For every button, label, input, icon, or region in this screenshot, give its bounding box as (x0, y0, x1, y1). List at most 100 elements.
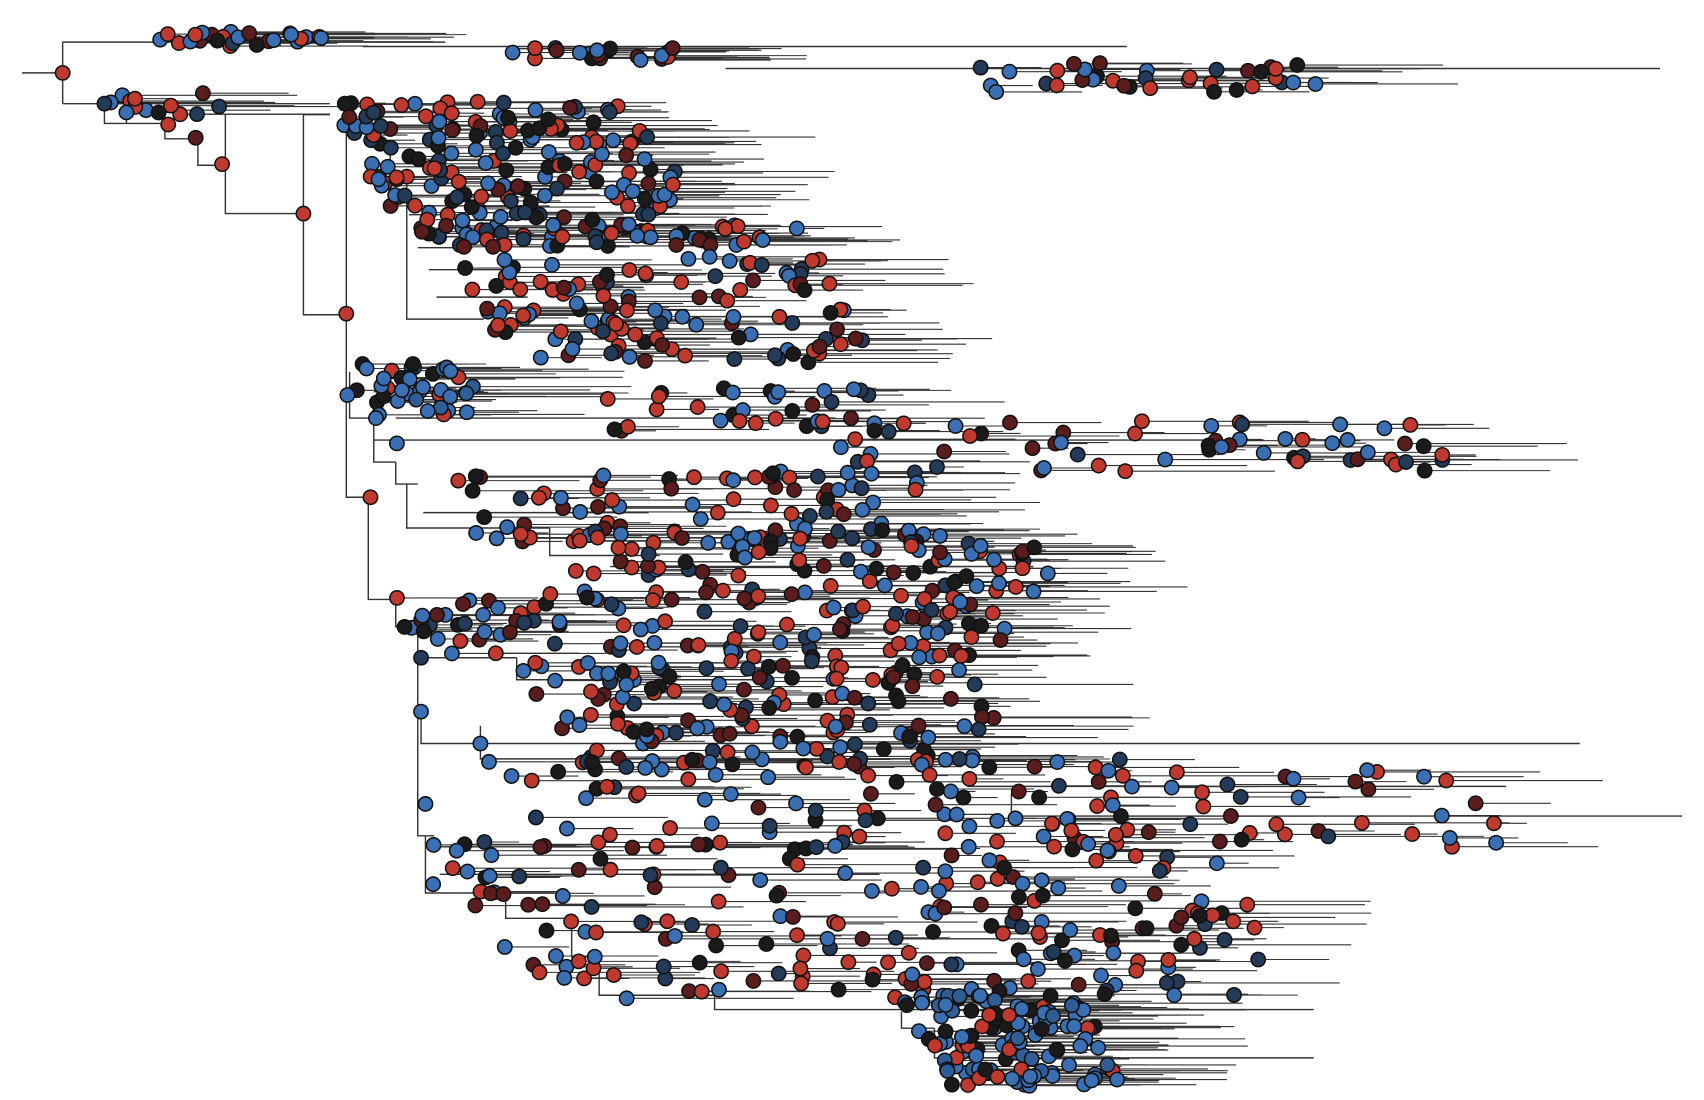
node (973, 617, 990, 634)
node (815, 558, 832, 574)
node (467, 897, 484, 914)
node (1347, 773, 1364, 790)
node (793, 975, 810, 992)
node (455, 596, 471, 612)
node (1416, 462, 1433, 479)
node (605, 132, 622, 149)
node (989, 812, 1006, 829)
node (830, 523, 847, 540)
node (620, 198, 636, 214)
node (772, 634, 789, 651)
node (1045, 944, 1062, 960)
node (986, 551, 1002, 568)
node (637, 759, 654, 776)
node (710, 893, 727, 910)
node (1048, 77, 1065, 94)
node (624, 183, 641, 200)
node (265, 32, 282, 49)
node (1091, 55, 1108, 72)
node (620, 216, 637, 233)
node (1090, 1039, 1107, 1056)
node (1332, 416, 1349, 433)
node (1398, 454, 1414, 470)
node (1289, 57, 1306, 73)
node (668, 237, 685, 253)
node (663, 591, 680, 608)
node (783, 505, 800, 522)
node (798, 759, 814, 776)
node (1080, 836, 1097, 852)
internal-node (425, 876, 442, 893)
internal-node (118, 104, 135, 121)
node (804, 252, 821, 269)
node (516, 614, 533, 631)
node (680, 250, 697, 267)
node (589, 529, 606, 546)
node (545, 217, 562, 234)
node (1250, 951, 1267, 968)
node (937, 996, 954, 1013)
node (713, 963, 730, 980)
node (944, 1076, 960, 1093)
node (983, 917, 1000, 934)
node (1285, 74, 1302, 91)
node (602, 861, 619, 878)
node (760, 769, 777, 786)
node (1191, 907, 1208, 924)
internal-node (586, 948, 603, 965)
node (916, 591, 933, 607)
node (885, 669, 902, 686)
node (1353, 814, 1370, 831)
node (531, 964, 548, 981)
node (875, 741, 892, 758)
node (937, 825, 954, 842)
node (648, 401, 665, 418)
node (887, 929, 904, 946)
node (644, 592, 661, 609)
node (187, 26, 204, 43)
node (1289, 453, 1306, 470)
node (612, 635, 629, 652)
node (724, 756, 741, 773)
edge (21, 41, 1661, 105)
tree-nodes (54, 23, 1505, 1094)
node (584, 211, 601, 228)
node (159, 26, 176, 43)
node (835, 506, 852, 523)
node (480, 175, 497, 192)
node (1044, 815, 1060, 832)
node (795, 740, 812, 757)
node (1246, 919, 1263, 936)
node (830, 481, 847, 498)
internal-node (214, 156, 230, 173)
node (618, 676, 635, 693)
node (408, 391, 425, 408)
internal-node (388, 435, 405, 452)
node (410, 151, 427, 168)
node (888, 605, 904, 622)
node (804, 396, 821, 413)
node (481, 753, 497, 770)
node (907, 481, 924, 498)
node (1277, 430, 1294, 447)
node (981, 759, 998, 776)
node (588, 173, 605, 190)
node (532, 349, 549, 366)
node (860, 695, 877, 712)
node (972, 537, 989, 554)
node (860, 539, 877, 556)
node (1034, 887, 1051, 904)
node (1057, 952, 1073, 969)
node (677, 347, 694, 364)
node (1182, 816, 1199, 833)
node (942, 603, 958, 620)
node (947, 418, 964, 434)
tree-edges (21, 41, 1683, 1059)
node (379, 158, 396, 175)
node (1063, 997, 1080, 1014)
node (502, 193, 519, 209)
node (814, 413, 831, 430)
node (654, 337, 671, 353)
node (863, 465, 880, 482)
node (496, 939, 513, 955)
